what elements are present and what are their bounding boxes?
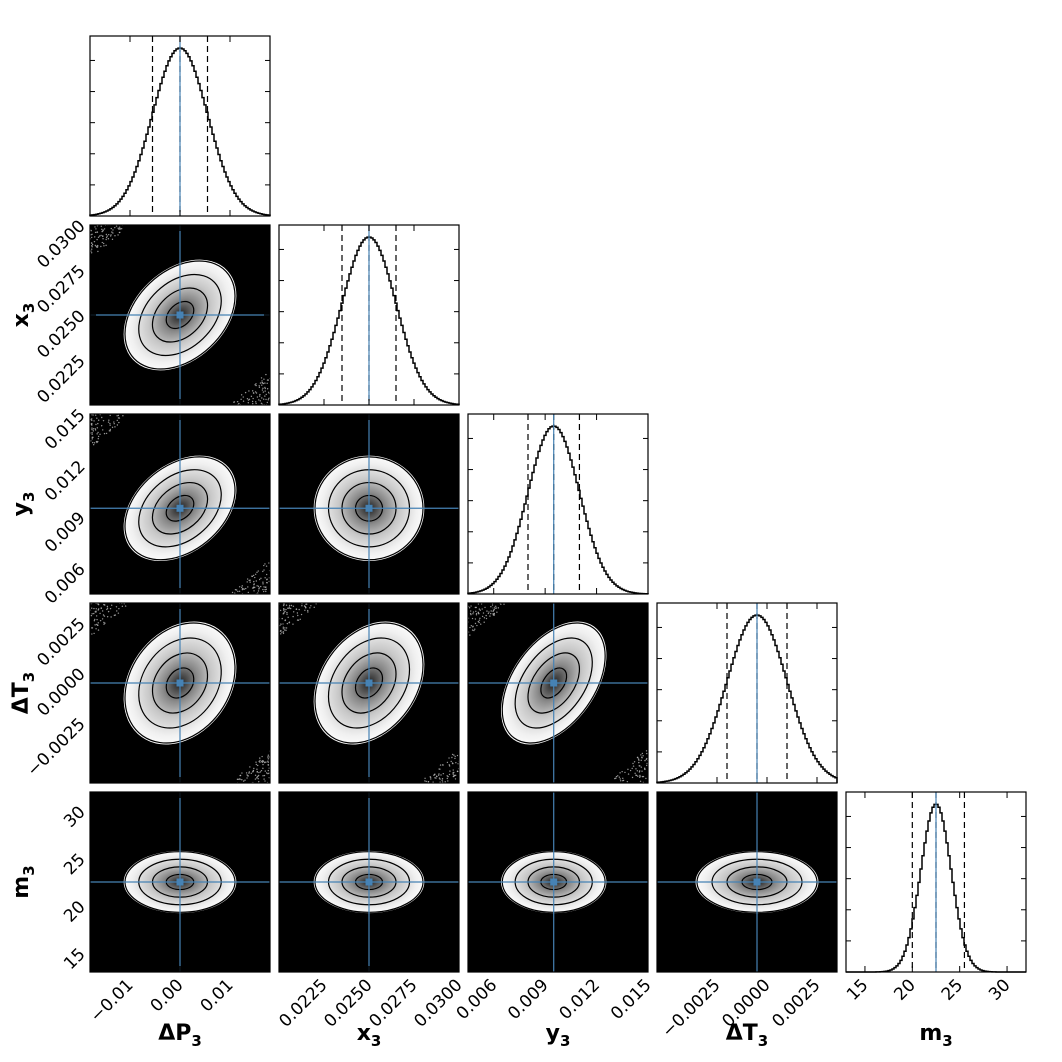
contour-3: [124, 260, 236, 370]
x-tick-label-0-0: −0.01: [87, 975, 138, 1026]
panel-3-2: [467, 602, 649, 784]
y-tick-label-4-3: 30: [60, 802, 89, 831]
panel-frame: [845, 791, 1027, 973]
x-tick-label-2-0: 0.006: [453, 975, 502, 1024]
panel-3-1: [278, 602, 460, 784]
y-tick-label-2-1: 0.009: [41, 508, 90, 557]
truth-marker: [365, 878, 373, 886]
y-tick-label-4-0: 15: [60, 944, 89, 973]
y-axis-label-2: y3: [9, 492, 38, 517]
x-tick-label-1-0: 0.0225: [275, 975, 331, 1031]
x-tick-label-2-2: 0.012: [556, 975, 605, 1024]
y-tick-label-1-1: 0.0250: [33, 306, 89, 362]
x-tick-label-3-2: 0.0025: [768, 975, 824, 1031]
panel-4-0: [89, 791, 271, 973]
x-tick-label-4-0: 15: [843, 975, 872, 1004]
y-tick-label-4-2: 25: [60, 850, 89, 879]
x-tick-label-4-1: 20: [890, 975, 919, 1004]
y-tick-label-3-0: −0.0025: [23, 714, 89, 780]
panel-3-3: [656, 602, 838, 784]
y-axis-label-4: m3: [9, 865, 38, 898]
histogram-3: [656, 614, 838, 784]
contour-1: [151, 652, 209, 714]
panel-frame: [467, 413, 649, 595]
contour-1: [151, 287, 209, 343]
panel-4-2: [467, 791, 649, 973]
panel-3-0: [89, 602, 271, 784]
histogram-2: [467, 425, 649, 595]
panel-0-0: [89, 35, 271, 217]
x-axis-label-4: m3: [919, 1021, 952, 1050]
y-tick-label-1-3: 0.0300: [33, 216, 89, 272]
panel-2-0: [89, 413, 271, 595]
y-tick-label-4-1: 20: [60, 897, 89, 926]
y-axis-label-3: ΔT3: [9, 672, 38, 714]
panel-4-3: [656, 791, 838, 973]
contour-3: [124, 456, 236, 561]
truth-marker: [550, 878, 558, 886]
panel-1-0: [89, 224, 271, 406]
panels: [89, 35, 1027, 973]
contour-2: [138, 637, 222, 729]
panel-frame: [467, 602, 649, 784]
hist-background: [657, 603, 837, 783]
y-tick-label-2-0: 0.006: [41, 560, 90, 609]
y-tick-label-1-2: 0.0275: [33, 261, 89, 317]
x-tick-label-0-2: 0.01: [197, 975, 238, 1016]
truth-marker: [365, 504, 373, 512]
hist-background: [468, 414, 648, 594]
x-tick-label-0-1: 0.00: [147, 975, 188, 1016]
panel-frame: [467, 791, 649, 973]
contour-1: [527, 652, 581, 714]
truth-marker: [176, 679, 184, 687]
contour-2: [138, 469, 222, 548]
contour-1: [151, 481, 209, 535]
contour-2: [327, 637, 411, 729]
contour-0: [540, 667, 568, 699]
x-axis-label-0: ΔP3: [158, 1021, 202, 1050]
truth-marker: [550, 679, 558, 687]
y-tick-label-3-1: 0.0000: [33, 664, 89, 720]
x-tick-label-4-2: 25: [938, 975, 967, 1004]
x-tick-label-2-1: 0.009: [504, 975, 553, 1024]
x-axis-label-3: ΔT3: [726, 1021, 768, 1050]
panel-4-1: [278, 791, 460, 973]
contour-0: [165, 667, 195, 699]
contour-3: [314, 622, 424, 744]
contour-0: [165, 300, 195, 330]
y-tick-label-3-2: 0.0025: [33, 614, 89, 670]
x-axis-label-2: y3: [546, 1021, 571, 1050]
contour-1: [341, 652, 397, 714]
panel-2-1: [278, 413, 460, 595]
contour-0: [165, 494, 195, 522]
truth-marker: [176, 311, 184, 319]
truth-marker: [176, 878, 184, 886]
x-axis-label-1: x3: [357, 1021, 382, 1050]
panel-frame: [656, 791, 838, 973]
truth-marker: [365, 679, 373, 687]
panel-1-1: [278, 224, 460, 406]
panel-4-4: [845, 791, 1027, 973]
x-tick-label-2-3: 0.015: [607, 975, 656, 1024]
panel-frame: [656, 602, 838, 784]
x-tick-label-4-3: 30: [985, 975, 1014, 1004]
contour-2: [514, 637, 593, 729]
y-tick-label-2-2: 0.012: [41, 457, 90, 506]
truth-marker: [753, 878, 761, 886]
contour-3: [501, 622, 606, 744]
contour-0: [354, 667, 384, 699]
y-tick-label-2-3: 0.015: [41, 405, 90, 454]
x-tick-label-1-2: 0.0275: [365, 975, 421, 1031]
truth-marker: [176, 504, 184, 512]
y-tick-label-1-0: 0.0225: [33, 351, 89, 407]
panel-2-2: [467, 413, 649, 595]
x-tick-label-3-0: −0.0025: [658, 975, 724, 1041]
y-axis-label-1: x3: [9, 303, 38, 328]
contour-2: [138, 273, 222, 357]
